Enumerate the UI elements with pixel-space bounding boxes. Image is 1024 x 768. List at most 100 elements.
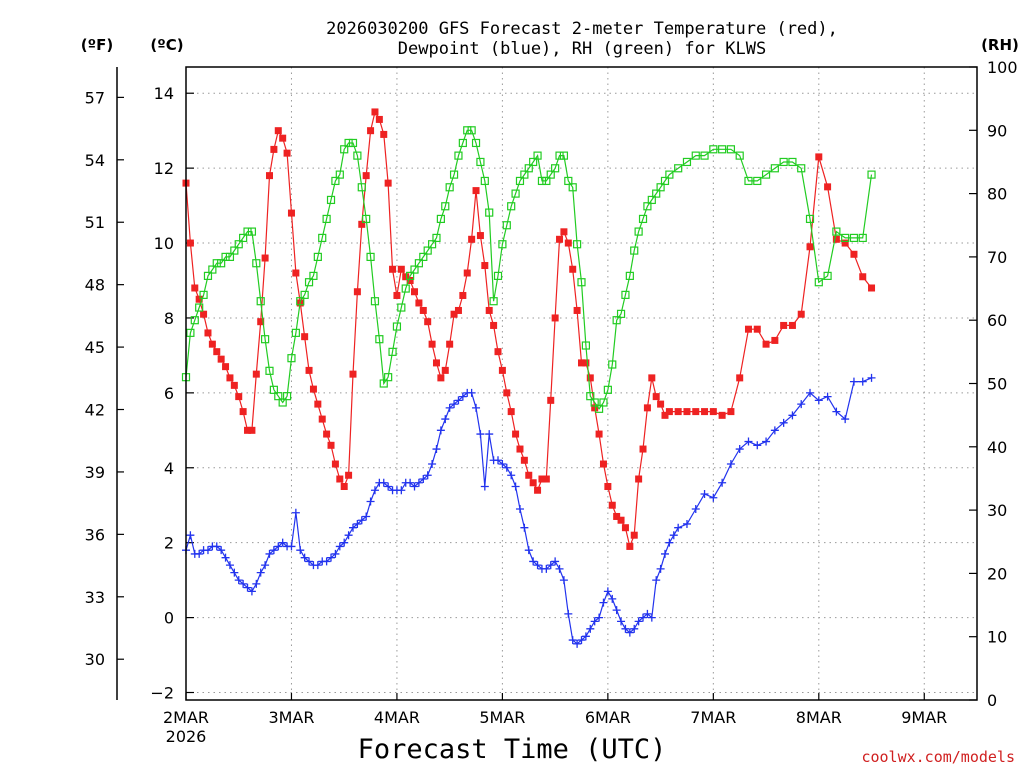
dewpoint-point	[445, 403, 454, 412]
rh-point	[551, 164, 560, 173]
dewpoint-point	[419, 475, 428, 484]
rh-point	[476, 157, 485, 167]
temperature-point	[582, 359, 590, 367]
rh-point	[867, 170, 876, 179]
temperature-point	[450, 310, 458, 318]
rh-point	[208, 265, 217, 274]
rh-point	[322, 214, 331, 224]
fahrenheit-tick-label: 39	[85, 463, 105, 482]
dewpoint-point	[634, 617, 643, 626]
dewpoint-point	[573, 639, 582, 648]
day-tick-label: 9MAR	[901, 708, 947, 727]
dewpoint-point	[261, 561, 270, 570]
rh-tick-label: 60	[987, 311, 1007, 330]
rh-series	[181, 126, 876, 413]
dewpoint-point	[234, 576, 243, 585]
rh-tick-label: 50	[987, 375, 1007, 394]
rh-point	[304, 278, 314, 287]
rh-point	[344, 138, 353, 148]
dewpoint-point	[779, 418, 788, 427]
rh-point	[384, 373, 393, 382]
dewpoint-point	[269, 546, 278, 555]
rh-point	[423, 246, 432, 255]
dewpoint-point	[239, 579, 248, 588]
temperature-point	[265, 172, 273, 180]
temperature-point	[362, 172, 370, 180]
dewpoint-point	[353, 519, 362, 528]
rh-point	[849, 233, 859, 243]
temperature-point	[621, 524, 629, 532]
rh-point	[397, 303, 406, 312]
rh-point	[313, 252, 322, 261]
dewpoint-point	[379, 478, 388, 487]
rh-point	[252, 259, 261, 268]
dewpoint-point	[625, 628, 634, 637]
dewpoint-point	[243, 583, 252, 592]
temperature-point	[780, 321, 788, 329]
temperature-point	[213, 348, 221, 356]
dewpoint-point	[186, 531, 195, 540]
rh-point	[577, 278, 586, 287]
fahrenheit-tick-label: 57	[85, 88, 105, 107]
dewpoint-point	[564, 609, 573, 618]
temperature-point	[186, 239, 194, 247]
temperature-point	[270, 145, 278, 153]
rh-point	[744, 176, 753, 186]
temperature-point	[353, 288, 361, 296]
temperature-point	[208, 340, 216, 348]
rh-point	[770, 164, 779, 173]
temperature-point	[248, 426, 256, 434]
dewpoint-point	[467, 388, 476, 397]
celsius-tick-label: 8	[164, 309, 174, 328]
dewpoint-point	[762, 437, 771, 446]
temperature-point	[252, 370, 260, 378]
dewpoint-point	[643, 609, 652, 618]
dewpoint-point	[348, 523, 357, 532]
temperature-point	[274, 127, 282, 135]
day-tick-label: 7MAR	[690, 708, 736, 727]
dewpoint-point	[832, 407, 841, 416]
rh-point	[735, 151, 744, 160]
dewpoint-point	[331, 549, 340, 558]
temperature-point	[599, 460, 607, 468]
temperature-point	[222, 363, 230, 371]
rh-point	[375, 335, 384, 344]
fahrenheit-tick-label: 45	[85, 338, 105, 357]
rh-tick-label: 70	[987, 248, 1007, 267]
dewpoint-point	[551, 557, 560, 566]
rh-point	[370, 297, 380, 306]
temperature-point	[617, 516, 625, 524]
fahrenheit-tick-label: 30	[85, 650, 105, 669]
dewpoint-point	[529, 557, 538, 566]
temperature-point	[564, 239, 572, 247]
rh-point	[590, 398, 599, 407]
rh-point	[761, 170, 771, 179]
temperature-point	[349, 370, 357, 378]
rh-point	[269, 385, 278, 394]
dewpoint-point	[669, 531, 678, 540]
rh-point	[502, 221, 511, 230]
dewpoint-line	[185, 377, 872, 645]
dewpoint-point	[278, 538, 287, 547]
dewpoint-point	[296, 546, 305, 555]
dewpoint-point	[590, 617, 599, 626]
temperature-point	[217, 355, 225, 363]
temperature-point	[516, 445, 524, 453]
plot-frame	[185, 66, 978, 701]
rh-point	[203, 271, 213, 280]
temperature-point	[371, 108, 379, 116]
temperature-point	[701, 408, 709, 416]
credit-label: coolwx.com/models	[861, 748, 1015, 766]
temperature-point	[661, 411, 669, 419]
temperature-point	[389, 265, 397, 273]
temperature-point	[314, 400, 322, 408]
temperature-point	[744, 325, 752, 333]
rh-point	[529, 157, 538, 167]
dewpoint-point	[533, 561, 542, 570]
dewpoint-point	[450, 400, 459, 409]
dewpoint-point	[788, 411, 797, 420]
dewpoint-point	[612, 606, 621, 615]
dewpoint-point	[511, 482, 520, 491]
dewpoint-point	[674, 523, 683, 532]
dewpoint-point	[472, 403, 481, 412]
